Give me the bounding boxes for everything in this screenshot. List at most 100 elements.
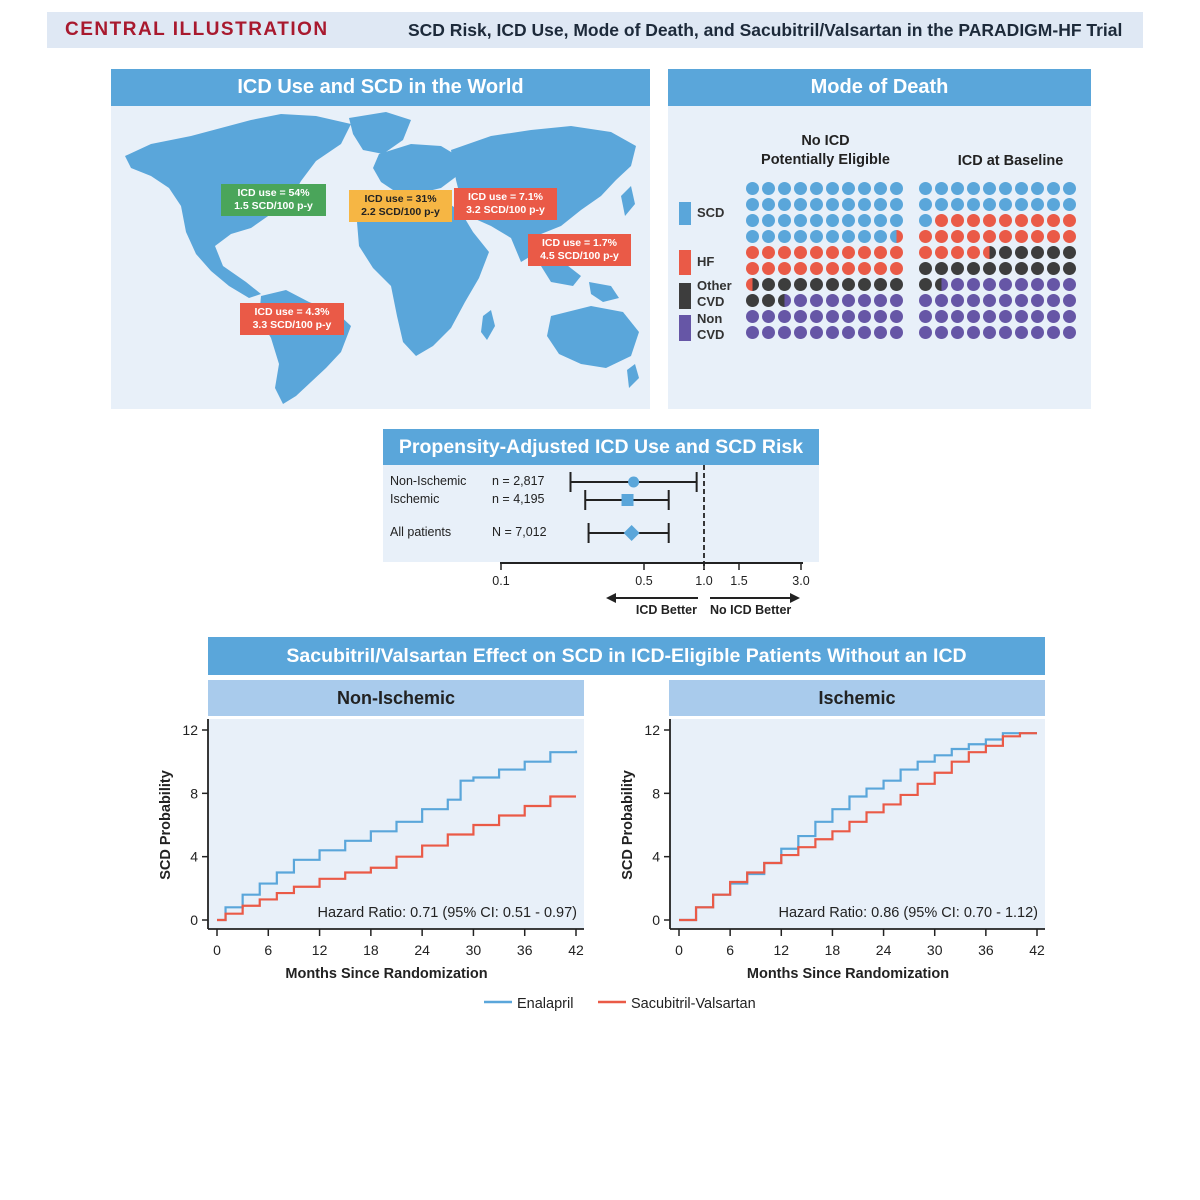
mode-panel: No ICD Potentially Eligible ICD at Basel… (668, 106, 1091, 409)
waffle-dot (826, 310, 839, 323)
waffle-dot (999, 214, 1012, 227)
km-x-tick-label: 36 (978, 942, 994, 958)
waffle-dot (842, 294, 855, 307)
waffle-dot (794, 214, 807, 227)
waffle-dot (1031, 326, 1044, 339)
forest-arrowhead-right (790, 593, 800, 603)
km-x-tick-label: 12 (773, 942, 789, 958)
waffle-dot (794, 246, 807, 259)
waffle-dot (746, 326, 759, 339)
waffle-dot (826, 246, 839, 259)
waffle-dot (874, 198, 887, 211)
waffle-icd-baseline (919, 182, 1079, 342)
waffle-dot (890, 294, 903, 307)
waffle-dot (1047, 230, 1060, 243)
waffle-dot (858, 326, 871, 339)
waffle-dot (858, 310, 871, 323)
waffle-dot (842, 198, 855, 211)
forest-point-estimate (621, 494, 634, 506)
waffle-dot (874, 310, 887, 323)
waffle-dot (890, 214, 903, 227)
legend-text: CVD (697, 294, 725, 309)
waffle-dot (762, 326, 775, 339)
waffle-dot (935, 278, 948, 291)
waffle-group1-line2: Potentially Eligible (761, 152, 890, 168)
km-y-axis-label: SCD Probability (620, 770, 636, 880)
legend-text: SCD (697, 205, 725, 220)
waffle-dot (858, 262, 871, 275)
waffle-dot (999, 230, 1012, 243)
forest-arrowhead-left (606, 593, 616, 603)
legend-text: HF (697, 254, 715, 269)
waffle-dot (762, 262, 775, 275)
waffle-dot (794, 262, 807, 275)
waffle-dot (778, 326, 791, 339)
waffle-dot (935, 310, 948, 323)
waffle-dot (935, 214, 948, 227)
forest-tick-label: 0.1 (492, 574, 509, 588)
waffle-dot (874, 214, 887, 227)
waffle-dot (1063, 262, 1076, 275)
waffle-dot (919, 310, 932, 323)
waffle-dot (778, 182, 791, 195)
waffle-dot (826, 198, 839, 211)
forest-row-label-2: All patients (390, 525, 452, 539)
km-legend-label-enalapril: Enalapril (517, 996, 573, 1012)
km-series-line (217, 795, 576, 922)
waffle-dot (778, 246, 791, 259)
waffle-dot (762, 294, 775, 307)
waffle-group1-title: No ICD Potentially Eligible (728, 132, 923, 170)
waffle-dot (983, 214, 996, 227)
km-x-tick-label: 0 (213, 942, 221, 958)
waffle-dot (951, 214, 964, 227)
waffle-dot (1063, 230, 1076, 243)
waffle-dot (1031, 278, 1044, 291)
waffle-dot (999, 182, 1012, 195)
waffle-dot (919, 198, 932, 211)
waffle-dot (1015, 262, 1028, 275)
map-label-line: ICD use = 7.1% (468, 191, 543, 203)
waffle-dot (762, 198, 775, 211)
header-title: SCD Risk, ICD Use, Mode of Death, and Sa… (408, 20, 1123, 40)
km-y-tick-label: 12 (182, 722, 198, 738)
waffle-dot (874, 182, 887, 195)
waffle-dot (1047, 182, 1060, 195)
map-label-line: ICD use = 1.7% (542, 237, 617, 249)
waffle-dot (935, 294, 948, 307)
waffle-dot (746, 262, 759, 275)
waffle-dot (746, 198, 759, 211)
waffle-dot (762, 278, 775, 291)
waffle-dot (1063, 278, 1076, 291)
forest-tick-label: 1.0 (695, 574, 712, 588)
figure-header: CENTRAL ILLUSTRATION SCD Risk, ICD Use, … (47, 12, 1143, 48)
km-series-line (679, 732, 1037, 922)
waffle-dot (919, 262, 932, 275)
waffle-dot (999, 294, 1012, 307)
map-label-line: 3.2 SCD/100 p-y (466, 204, 545, 216)
km-x-tick-label: 36 (517, 942, 533, 958)
waffle-dot (810, 230, 823, 243)
km-panel-title: Sacubitril/Valsartan Effect on SCD in IC… (208, 637, 1045, 675)
forest-point-estimate (628, 476, 640, 488)
waffle-dot (858, 294, 871, 307)
map-label-line: ICD use = 31% (364, 193, 437, 205)
km-x-tick-label: 42 (568, 942, 584, 958)
waffle-dot (951, 246, 964, 259)
waffle-dot (826, 230, 839, 243)
waffle-no-icd (746, 182, 906, 342)
waffle-dot (810, 262, 823, 275)
waffle-dot (794, 198, 807, 211)
map-label-line: 2.2 SCD/100 p-y (361, 206, 440, 218)
km-right-subtitle: Ischemic (669, 680, 1045, 716)
waffle-dot (967, 246, 980, 259)
waffle-dot (967, 198, 980, 211)
waffle-dot (1063, 326, 1076, 339)
waffle-dot (778, 278, 791, 291)
waffle-dot (826, 294, 839, 307)
waffle-dot (951, 182, 964, 195)
waffle-dot (890, 262, 903, 275)
waffle-dot (890, 198, 903, 211)
waffle-dot (874, 230, 887, 243)
km-series-line (217, 750, 578, 922)
waffle-dot (999, 246, 1012, 259)
